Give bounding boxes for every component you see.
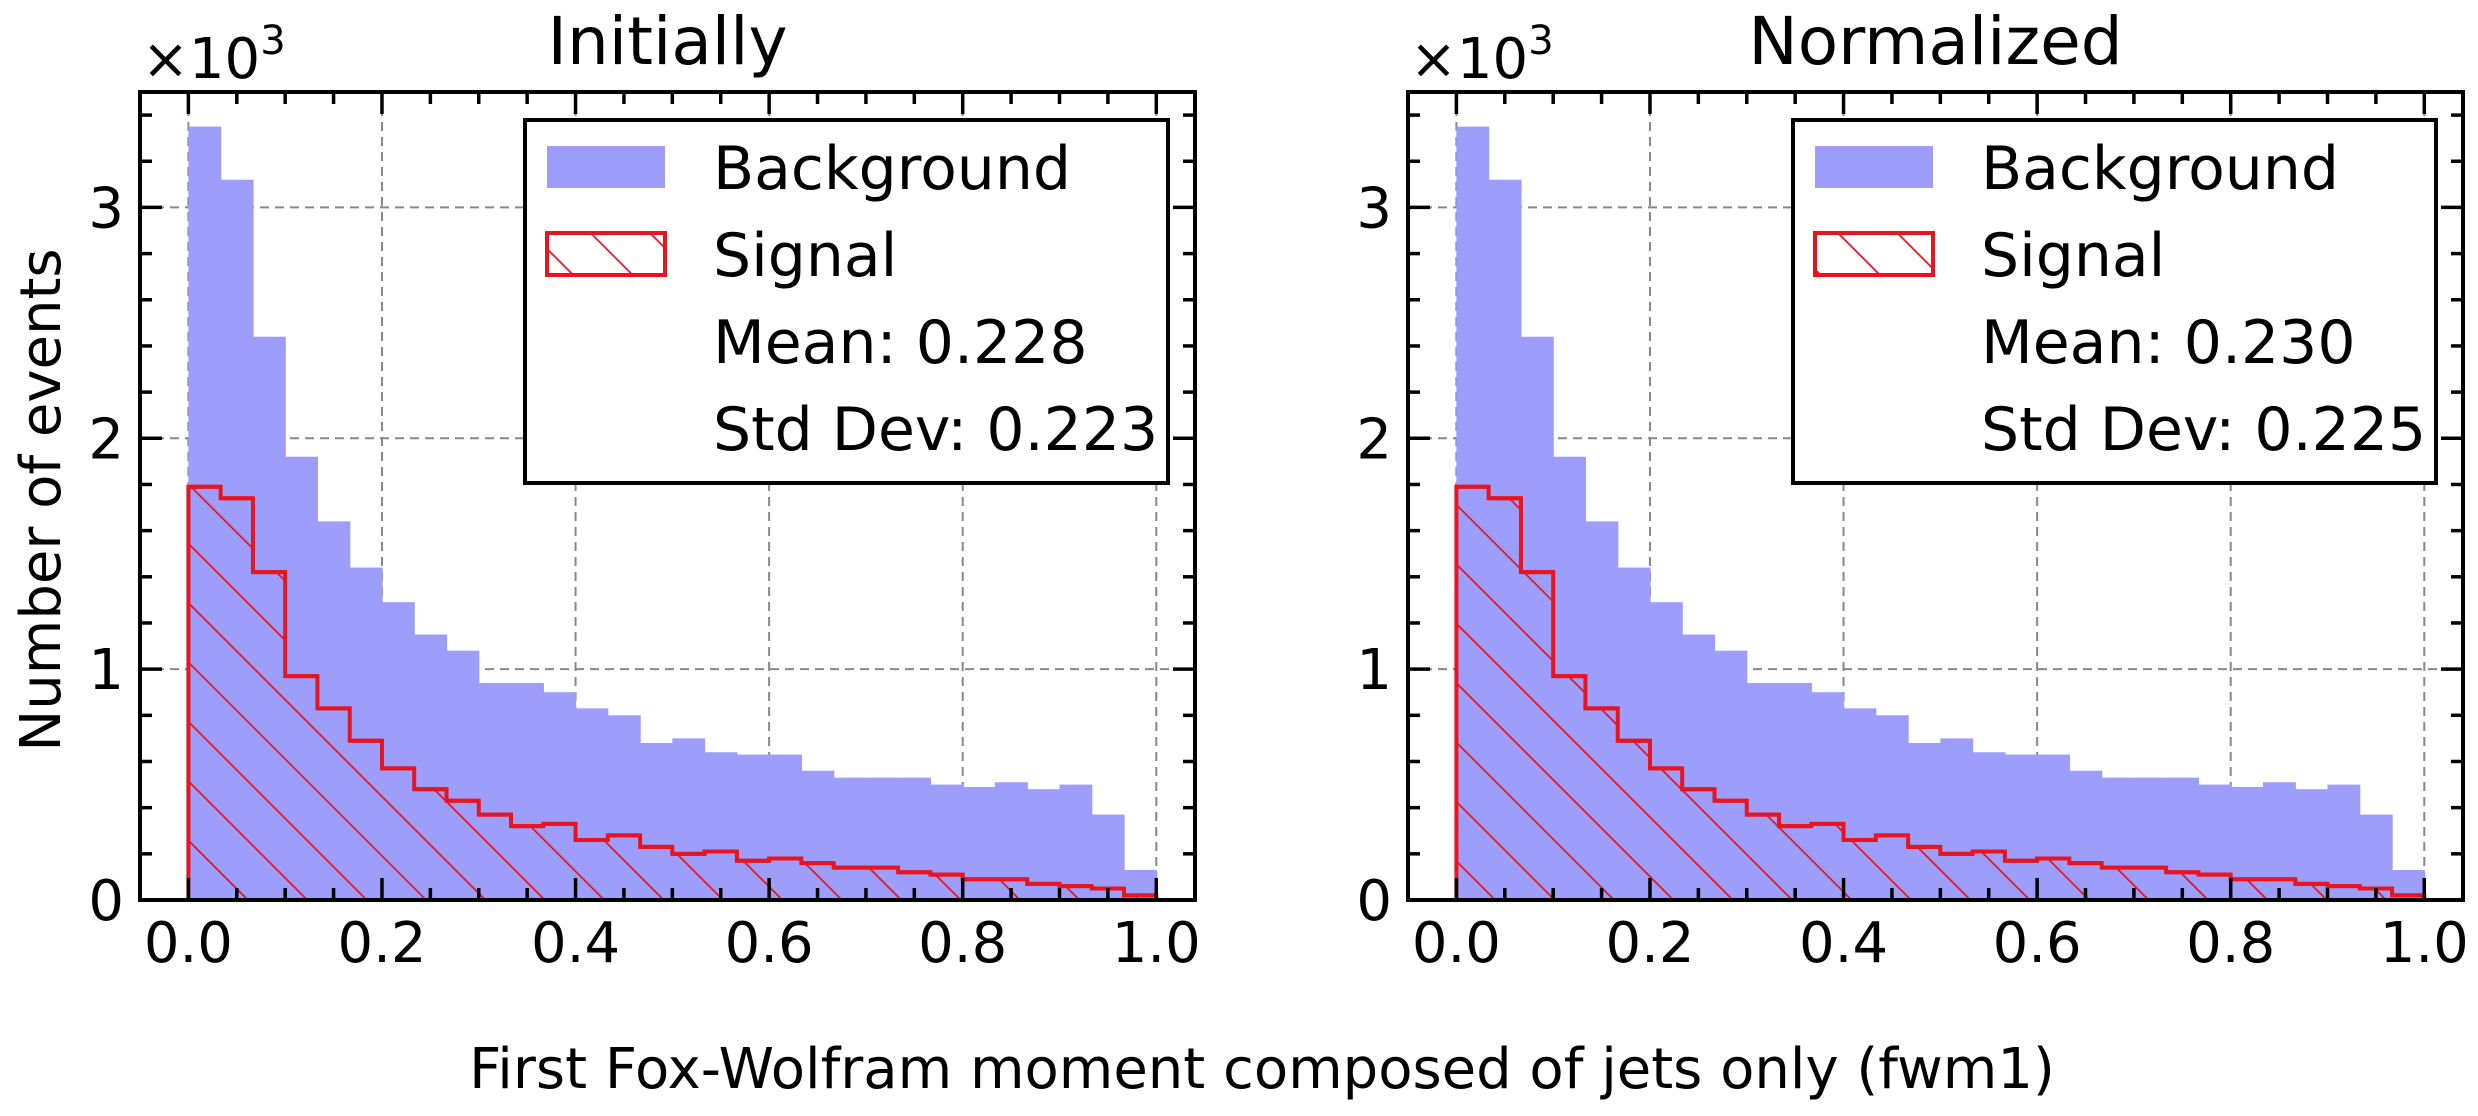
legend-background-swatch xyxy=(1815,146,1933,188)
signal-histogram xyxy=(186,484,1159,900)
y-axis-label: Number of events xyxy=(9,248,74,751)
background-bar xyxy=(1059,784,1093,900)
x-tick-label: 0.2 xyxy=(1605,911,1694,976)
plot-frame xyxy=(1406,90,2465,902)
y-tick-label: 1 xyxy=(1356,638,1392,703)
legend: Background Signal Mean: 0.230 Std Dev: 0… xyxy=(1791,118,2438,485)
tick-labels: 0.0 0.2 0.4 0.6 0.8 1.0 0 1 2 3 xyxy=(1356,176,2468,976)
legend-background-label: Background xyxy=(713,134,1071,204)
legend-std-text: Std Dev: 0.225 xyxy=(1981,395,2426,465)
signal-hatch-area xyxy=(1456,486,2425,900)
plot-frame xyxy=(138,90,1197,902)
y-tick-label: 2 xyxy=(1356,407,1392,472)
tick-labels: 0.0 0.2 0.4 0.6 0.8 1.0 0 1 2 3 xyxy=(88,176,1200,976)
signal-outline xyxy=(186,484,1159,900)
legend-mean-text: Mean: 0.228 xyxy=(713,308,1088,378)
y-tick-label: 2 xyxy=(88,407,124,472)
chart-title: Initially xyxy=(547,3,787,80)
x-tick-label: 0.6 xyxy=(725,911,814,976)
scale-exponent: 3 xyxy=(1528,18,1553,64)
y-tick-label: 3 xyxy=(88,176,124,241)
signal-outline xyxy=(1454,484,2427,900)
x-tick-label: 0.2 xyxy=(337,911,426,976)
background-bar xyxy=(2359,814,2393,900)
x-tick-label: 0.8 xyxy=(918,911,1007,976)
legend-background-swatch xyxy=(547,146,665,188)
x-tick-label: 0.8 xyxy=(2186,911,2275,976)
legend-signal-swatch xyxy=(545,231,667,277)
legend: Background Signal Mean: 0.228 Std Dev: 0… xyxy=(523,118,1170,485)
x-tick-label: 0.0 xyxy=(144,911,233,976)
x-tick-label: 0.4 xyxy=(531,911,620,976)
background-bar xyxy=(1027,789,1061,900)
y-scale-multiplier: ×103 xyxy=(1410,18,1554,92)
x-tick-label: 0.4 xyxy=(1799,911,1888,976)
x-tick-label: 1.0 xyxy=(2380,911,2469,976)
y-scale-multiplier: ×103 xyxy=(142,18,286,92)
y-tick-label: 1 xyxy=(88,638,124,703)
legend-signal-label: Signal xyxy=(713,221,897,291)
signal-histogram xyxy=(1454,484,2427,900)
legend-signal-swatch xyxy=(1813,231,1935,277)
y-tick-label: 0 xyxy=(1356,869,1392,934)
background-bar xyxy=(1091,814,1125,900)
legend-signal-label: Signal xyxy=(1981,221,2165,291)
y-tick-label: 3 xyxy=(1356,176,1392,241)
y-tick-label: 0 xyxy=(88,869,124,934)
legend-background-label: Background xyxy=(1981,134,2339,204)
legend-std-text: Std Dev: 0.223 xyxy=(713,395,1158,465)
x-axis-label: First Fox-Wolfram moment composed of jet… xyxy=(469,1037,2055,1102)
legend-mean-text: Mean: 0.230 xyxy=(1981,308,2356,378)
x-tick-label: 0.0 xyxy=(1412,911,1501,976)
axis-ticks xyxy=(140,92,1195,902)
axis-ticks xyxy=(1408,92,2463,902)
chart-title: Normalized xyxy=(1748,3,2122,80)
background-bar xyxy=(2295,789,2329,900)
scale-base: ×10 xyxy=(1410,27,1528,92)
x-tick-label: 0.6 xyxy=(1993,911,2082,976)
x-tick-label: 1.0 xyxy=(1112,911,1201,976)
background-bar xyxy=(2327,784,2361,900)
signal-hatch-area xyxy=(188,486,1157,900)
scale-exponent: 3 xyxy=(260,18,285,64)
scale-base: ×10 xyxy=(142,27,260,92)
